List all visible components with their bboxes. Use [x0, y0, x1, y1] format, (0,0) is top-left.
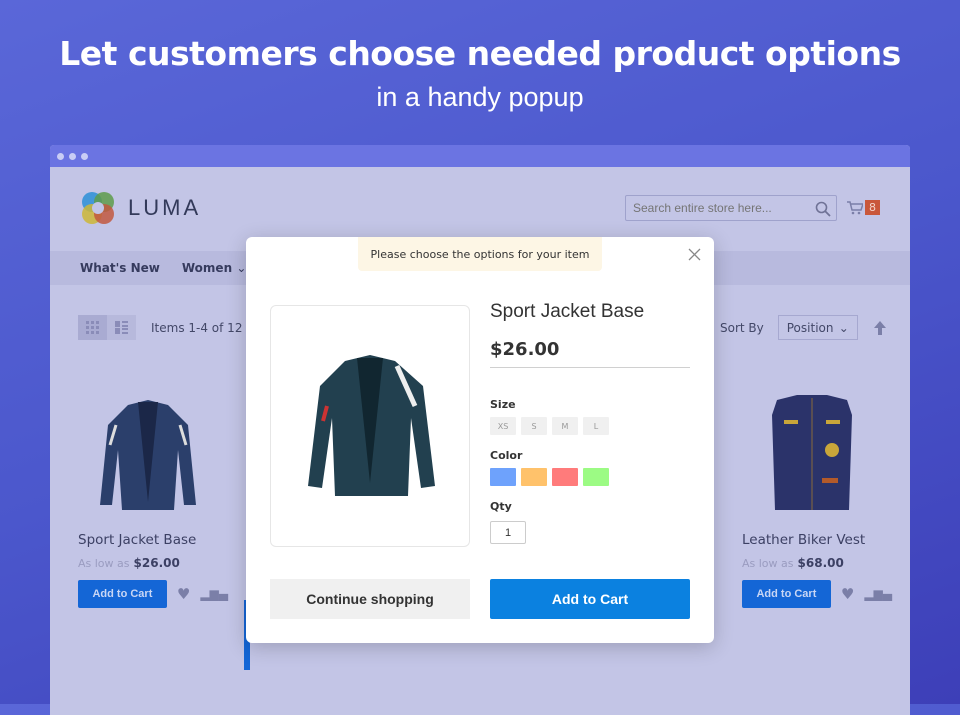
popup-product-title: Sport Jacket Base — [490, 301, 645, 322]
nav-item-label: Women — [181, 261, 233, 275]
store-logo[interactable]: LUMA — [80, 190, 201, 226]
popup-product-image — [270, 305, 470, 547]
product-name[interactable]: Sport Jacket Base — [78, 532, 197, 548]
options-notice: Please choose the options for your item — [358, 237, 602, 271]
product-name[interactable]: Leather Biker Vest — [742, 532, 866, 548]
items-count: Items 1-4 of 12 — [151, 320, 243, 335]
logo-text: LUMA — [128, 195, 202, 220]
hero-subtitle: in a handy popup — [376, 82, 584, 112]
qty-label: Qty — [490, 500, 512, 513]
price-prefix: As low as — [742, 557, 794, 570]
sort-select[interactable]: Position ⌄ — [777, 315, 858, 340]
grid-icon — [86, 321, 99, 334]
color-swatch-red[interactable] — [552, 468, 578, 486]
product-card: Sport Jacket Base As low as $26.00 Add to… — [78, 390, 228, 608]
list-icon — [115, 321, 128, 334]
add-to-cart-button[interactable]: Add to Cart — [78, 580, 167, 608]
sorter: Sort By Position ⌄ — [720, 315, 886, 340]
catalog-toolbar: Items 1-4 of 12 — [78, 315, 242, 340]
add-to-cart-button[interactable]: Add to Cart — [742, 580, 831, 608]
color-options — [490, 468, 609, 486]
price-value: $26.00 — [133, 556, 180, 570]
wishlist-heart-icon[interactable]: ♥ — [840, 585, 855, 603]
product-price: As low as $68.00 — [742, 556, 892, 570]
size-option-m[interactable]: M — [552, 417, 578, 435]
color-swatch-blue[interactable] — [490, 468, 516, 486]
cart-icon — [847, 200, 863, 214]
color-swatch-orange[interactable] — [521, 468, 547, 486]
hero-title: Let customers choose needed product opti… — [59, 34, 901, 73]
product-options-popup: Please choose the options for your item … — [246, 237, 714, 643]
popup-product-price: $26.00 — [490, 339, 560, 360]
window-dot — [57, 152, 64, 160]
window-dot — [69, 152, 76, 160]
chevron-down-icon: ⌄ — [236, 261, 247, 275]
close-icon[interactable] — [688, 248, 701, 261]
price-value: $68.00 — [797, 556, 844, 570]
size-label: Size — [490, 398, 516, 411]
divider — [490, 367, 690, 368]
wishlist-heart-icon[interactable]: ♥ — [176, 585, 191, 603]
search-input[interactable] — [625, 195, 837, 221]
product-image[interactable] — [752, 390, 872, 520]
qty-input[interactable] — [490, 521, 526, 544]
cart-count-badge: 8 — [865, 200, 880, 215]
sort-value: Position — [786, 321, 834, 335]
sort-direction-arrow-icon[interactable] — [873, 320, 886, 335]
size-option-s[interactable]: S — [521, 417, 547, 435]
size-option-xs[interactable]: XS — [490, 417, 516, 435]
list-view-button[interactable] — [107, 315, 136, 340]
chevron-down-icon: ⌄ — [838, 321, 849, 335]
sort-label: Sort By — [720, 320, 764, 335]
color-swatch-green[interactable] — [583, 468, 609, 486]
product-image[interactable] — [88, 390, 208, 520]
grid-view-button[interactable] — [78, 315, 107, 340]
size-option-l[interactable]: L — [583, 417, 609, 435]
nav-item-whats-new[interactable]: What's New — [80, 261, 160, 275]
nav-item-women[interactable]: Women ⌄ — [182, 261, 247, 275]
compare-chart-icon[interactable]: ▂▆▄ — [200, 587, 228, 601]
continue-shopping-button[interactable]: Continue shopping — [270, 579, 470, 619]
compare-chart-icon[interactable]: ▂▆▄ — [864, 587, 892, 601]
product-card: Leather Biker Vest As low as $68.00 Add t… — [742, 390, 892, 608]
search-icon[interactable] — [815, 201, 831, 217]
add-to-cart-button[interactable]: Add to Cart — [490, 579, 690, 619]
jacket-image — [308, 355, 435, 496]
color-label: Color — [490, 449, 523, 462]
price-prefix: As low as — [78, 557, 130, 570]
product-price: As low as $26.00 — [78, 556, 228, 570]
window-dot — [81, 152, 88, 160]
window-titlebar — [50, 145, 910, 167]
luma-logo-icon — [82, 192, 114, 224]
cart-button[interactable]: 8 — [847, 200, 880, 215]
size-options: XS S M L — [490, 417, 609, 435]
